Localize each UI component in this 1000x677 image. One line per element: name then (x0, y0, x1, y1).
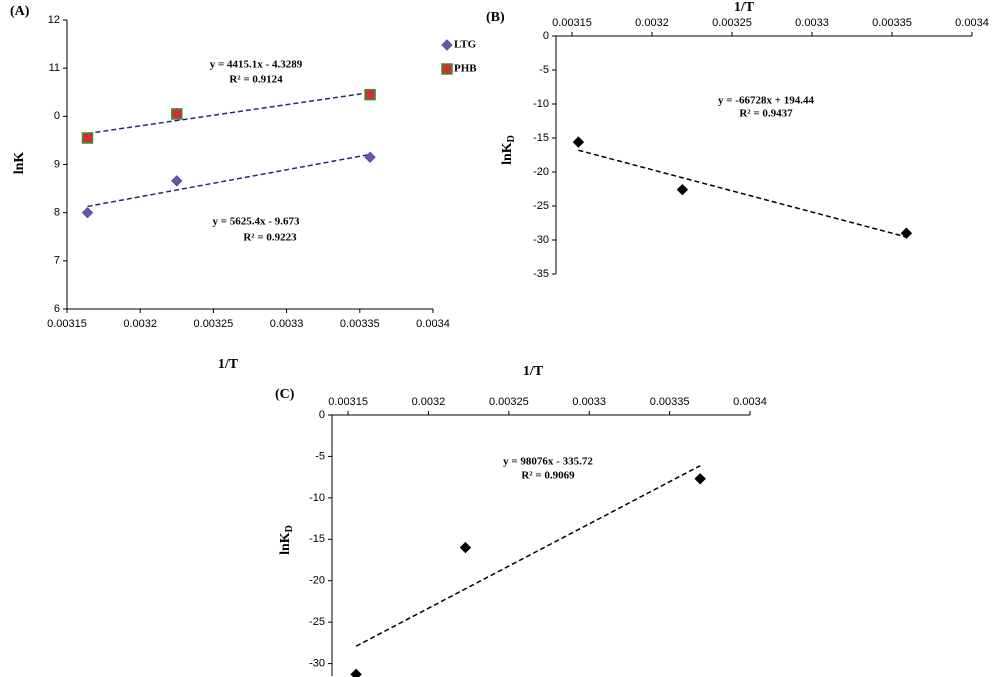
x-axis-label: 1/T (523, 364, 544, 379)
panel-label: (C) (275, 387, 295, 402)
y-axis-label-sub: D (284, 525, 295, 532)
y-tick-label: -30 (533, 234, 549, 246)
y-axis-label-main: lnK (278, 532, 293, 555)
y-tick-label: -5 (539, 64, 549, 76)
annotation: R² = 0.9223 (243, 232, 297, 244)
x-tick-label: 0.0034 (955, 17, 989, 29)
marker (81, 132, 94, 144)
marker (694, 473, 706, 485)
y-tick-label: -35 (533, 268, 549, 280)
panel-label: (B) (486, 10, 505, 25)
x-tick-label: 0.00325 (489, 396, 529, 408)
marker (572, 136, 585, 148)
y-axis-label: lnKD (278, 525, 295, 555)
y-tick-label: -10 (533, 98, 549, 110)
marker (364, 88, 376, 101)
annotation: R² = 0.9124 (229, 74, 283, 86)
marker (441, 63, 453, 75)
x-tick-label: 0.00335 (872, 17, 912, 29)
y-tick-label: 12 (48, 14, 60, 26)
y-tick-label: 7 (54, 255, 60, 267)
marker (676, 183, 689, 196)
x-tick-label: 0.0034 (416, 318, 450, 330)
marker (171, 108, 183, 120)
y-tick-label: -25 (309, 616, 325, 628)
y-tick-label: -15 (309, 533, 325, 545)
annotation: R² = 0.9437 (739, 108, 793, 120)
y-tick-label: -5 (315, 450, 325, 462)
x-tick-label: 0.00315 (552, 17, 592, 29)
y-tick-label: -25 (533, 200, 549, 212)
marker (441, 39, 453, 51)
y-tick-label: 0 (319, 409, 325, 421)
y-axis-label-main: lnK (500, 142, 515, 165)
x-tick-label: 0.0033 (572, 396, 606, 408)
annotation: y = 98076x - 335.72 (503, 456, 593, 468)
marker (900, 227, 913, 239)
marker (459, 541, 472, 554)
y-tick-label: 9 (54, 158, 60, 170)
annotation: R² = 0.9069 (521, 470, 575, 482)
y-tick-label: 0 (54, 110, 60, 122)
y-tick-label: 0 (543, 30, 549, 42)
x-tick-label: 0.00315 (47, 318, 87, 330)
marker (350, 668, 362, 677)
x-tick-label: 0.00335 (650, 396, 690, 408)
annotation: y = -66728x + 194.44 (718, 95, 814, 107)
x-tick-label: 0.00325 (712, 17, 752, 29)
x-tick-label: 0.00325 (194, 318, 234, 330)
y-axis-label-sub: D (506, 135, 517, 142)
marker (171, 175, 183, 187)
y-tick-label: 11 (49, 62, 60, 74)
trendline (578, 149, 907, 238)
annotation: y = 5625.4x - 9.673 (213, 216, 300, 228)
x-tick-label: 0.0032 (412, 396, 446, 408)
legend-label: LTG (454, 39, 477, 51)
y-tick-label: -20 (533, 166, 549, 178)
y-tick-label: -15 (533, 132, 549, 144)
panel-label: (A) (10, 4, 30, 19)
trendline (87, 153, 371, 208)
trendline (355, 465, 701, 647)
y-tick-label: -30 (309, 657, 325, 669)
x-tick-label: 0.0034 (733, 396, 767, 408)
marker (81, 206, 94, 219)
x-tick-label: 0.0032 (635, 17, 669, 29)
y-tick-label: -10 (309, 492, 325, 504)
annotation: y = 4415.1x - 4.3289 (210, 59, 303, 71)
legend-label: PHB (454, 63, 477, 75)
y-axis-label: lnK (12, 152, 27, 175)
x-tick-label: 0.00315 (328, 396, 368, 408)
y-tick-label: 6 (54, 303, 60, 315)
x-tick-label: 0.0033 (795, 17, 829, 29)
y-axis-label: lnKD (500, 135, 517, 165)
x-tick-label: 0.0033 (270, 318, 304, 330)
y-tick-label: -20 (309, 575, 325, 587)
x-axis-label: 1/T (218, 357, 239, 372)
x-tick-label: 0.00335 (340, 318, 380, 330)
y-axis-label-main: lnK (12, 152, 27, 175)
marker (364, 151, 376, 163)
x-axis-label: 1/T (734, 0, 755, 15)
x-tick-label: 0.0032 (123, 318, 157, 330)
trendline (87, 91, 371, 135)
y-tick-label: 8 (54, 207, 60, 219)
